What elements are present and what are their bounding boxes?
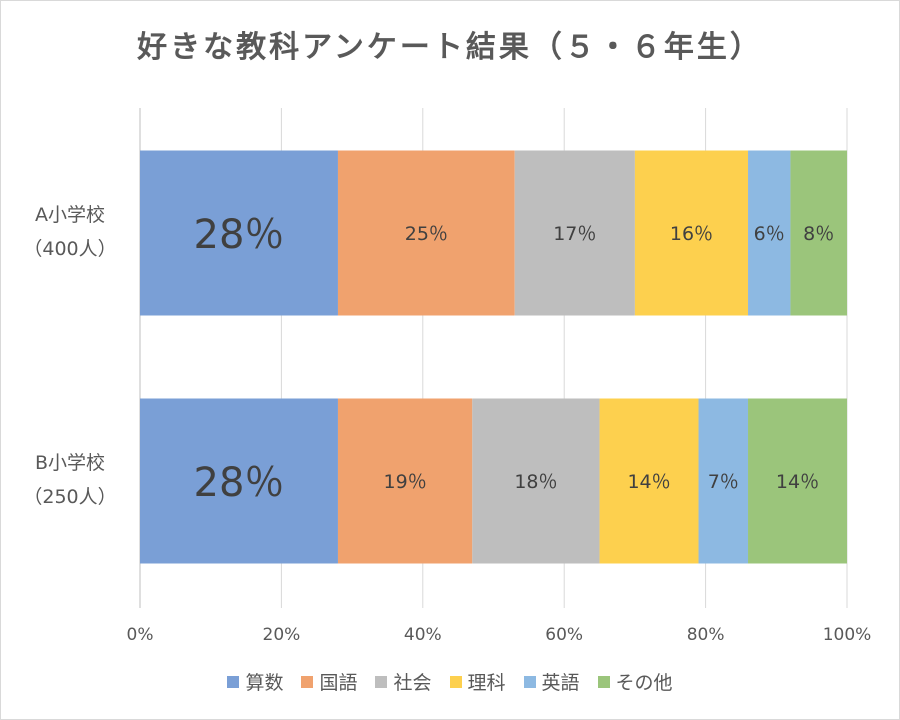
legend-label: その他	[615, 672, 673, 694]
category-sublabel: （400人）	[23, 238, 116, 260]
legend-label: 英語	[541, 672, 580, 694]
x-tick-label: 60%	[545, 625, 583, 645]
legend-swatch	[449, 675, 462, 688]
x-tick-label: 20%	[263, 625, 301, 645]
legend-item: その他	[597, 668, 673, 695]
category-label: B小学校	[35, 452, 105, 474]
bar-segment	[698, 398, 749, 564]
legend-label: 算数	[245, 672, 284, 694]
x-tick-label: 0%	[127, 625, 154, 645]
bar-segment	[140, 150, 338, 316]
bar-segment	[748, 150, 791, 316]
chart-legend: 算数 国語 社会 理科 英語 その他	[0, 668, 900, 695]
legend-swatch	[597, 675, 610, 688]
legend-item: 英語	[523, 668, 580, 695]
legend-item: 社会	[375, 668, 432, 695]
bar-segment	[472, 398, 600, 564]
legend-label: 理科	[467, 672, 506, 694]
bar-segment	[337, 398, 473, 564]
bar-segment	[790, 150, 847, 316]
data-label: 14％	[627, 471, 670, 493]
legend-swatch	[301, 675, 314, 688]
x-tick-label: 100%	[823, 625, 872, 645]
bar-segment	[634, 150, 749, 316]
legend-label: 社会	[393, 672, 432, 694]
data-label: 28％	[194, 212, 285, 258]
category-sublabel: （250人）	[23, 486, 116, 508]
data-label: 6％	[754, 223, 785, 245]
data-label: 8％	[803, 223, 834, 245]
bar-segment	[599, 398, 699, 564]
data-label: 7％	[708, 471, 739, 493]
data-label: 14％	[776, 471, 819, 493]
data-label: 18％	[514, 471, 557, 493]
x-tick-label: 80%	[687, 625, 725, 645]
data-label: 17％	[553, 223, 596, 245]
data-label: 19％	[384, 471, 427, 493]
legend-item: 算数	[227, 668, 283, 695]
data-label: 28％	[194, 460, 285, 506]
legend-item: 国語	[301, 668, 357, 695]
data-label: 16％	[670, 223, 713, 245]
bar-segment	[514, 150, 635, 316]
bar-segment	[140, 398, 338, 564]
x-tick-label: 40%	[404, 625, 442, 645]
legend-swatch	[227, 675, 240, 688]
legend-label: 国語	[319, 672, 358, 694]
category-label: A小学校	[35, 204, 105, 226]
legend-swatch	[375, 675, 388, 688]
chart-title: 好きな教科アンケート結果（５・６年生）	[137, 30, 763, 65]
bar-segment	[337, 150, 515, 316]
legend-item: 理科	[449, 668, 506, 695]
data-label: 25％	[405, 223, 448, 245]
legend-swatch	[523, 675, 536, 688]
bar-segment	[748, 398, 847, 564]
